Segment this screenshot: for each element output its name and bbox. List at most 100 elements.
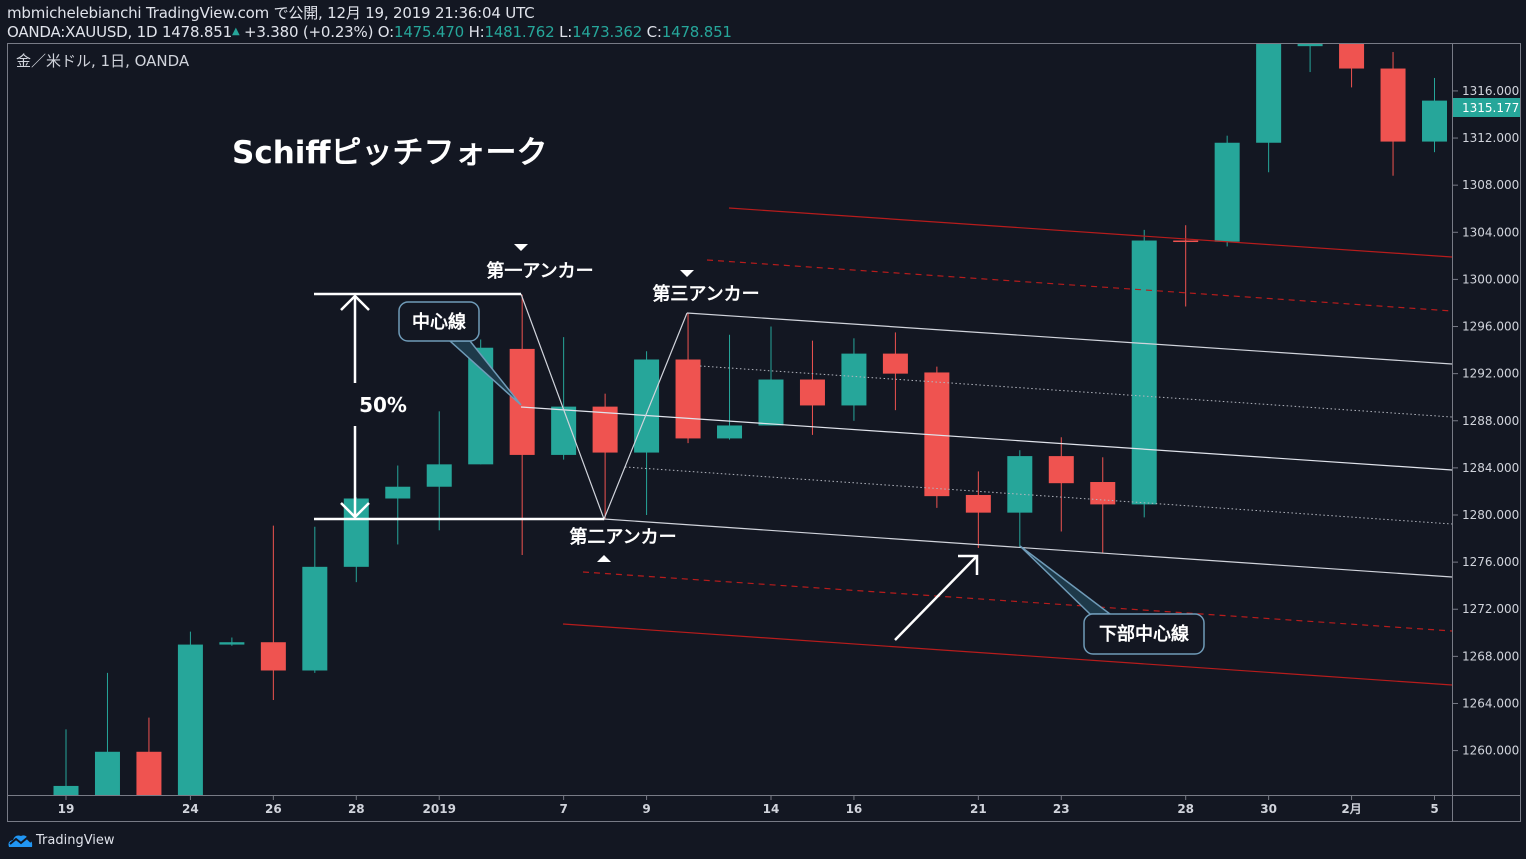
candle-body	[219, 642, 245, 645]
price-tick-label: 1280.000	[1462, 508, 1519, 522]
candle-body	[177, 644, 203, 795]
percent-label: 50%	[359, 393, 407, 417]
time-tick-label: 7	[559, 802, 567, 816]
candle	[219, 637, 245, 646]
candle-body	[385, 486, 411, 499]
candle-body	[260, 642, 286, 671]
candle-body	[592, 406, 618, 453]
candle	[136, 717, 162, 795]
price-axis[interactable]: 1260.000 1264.000 1268.000 1272.000 1276.000…	[1453, 84, 1519, 758]
open-label: O:	[377, 23, 394, 41]
candle	[1048, 437, 1074, 532]
candle	[94, 672, 120, 795]
median-callout-text: 中心線	[412, 311, 466, 333]
lower-callout-text: 下部中心線	[1099, 623, 1189, 645]
candle-body	[426, 464, 452, 487]
time-tick-label: 23	[1053, 802, 1070, 816]
candle	[260, 525, 286, 700]
candle-body	[675, 359, 701, 439]
candle-body	[551, 406, 577, 455]
candle-body	[1339, 44, 1365, 69]
candle-body	[717, 425, 743, 439]
time-tick-label: 28	[1177, 802, 1194, 816]
close-label: C:	[646, 23, 662, 41]
candles	[53, 44, 1448, 795]
upper-parallel-line	[686, 312, 1452, 365]
time-axis[interactable]: 19 24 26 28 2019 7 9 14 16 21 23 28 30 2月 5	[58, 796, 1439, 816]
upper-dotted-line	[699, 365, 1452, 418]
candle-body	[634, 359, 660, 453]
price-tick-label: 1304.000	[1462, 225, 1519, 239]
lower-parallel-line	[603, 518, 1452, 578]
symbol: OANDA:XAUUSD, 1D	[7, 23, 158, 41]
price-tick-label: 1276.000	[1462, 555, 1519, 569]
candle	[385, 465, 411, 545]
high-value: 1481.762	[484, 23, 555, 41]
chart-frame	[7, 43, 1521, 822]
current-price-label: 1315.177	[1453, 98, 1520, 117]
candle-body	[1048, 456, 1074, 484]
price-change: +3.380 (+0.23%)	[244, 23, 374, 41]
anchor1-label: 第一アンカー	[486, 260, 593, 282]
lower-outer-line	[562, 623, 1452, 686]
candle	[1339, 44, 1365, 88]
candle	[1256, 44, 1282, 173]
price-tick-label: 1316.000	[1462, 84, 1519, 98]
candle-body	[53, 785, 79, 795]
time-tick-label: 19	[58, 802, 75, 816]
vertical-measure-arrow	[340, 294, 370, 519]
candle	[965, 471, 991, 548]
candle-body	[1380, 68, 1406, 142]
anchor2-marker-icon	[597, 555, 611, 562]
candle	[1131, 229, 1157, 518]
candle-body	[509, 348, 535, 455]
price-tick-label: 1296.000	[1462, 320, 1519, 334]
time-tick-label: 21	[970, 802, 987, 816]
tradingview-logo[interactable]: TradingView	[7, 832, 115, 848]
price-tick-label: 1268.000	[1462, 649, 1519, 663]
candle-body	[799, 379, 825, 406]
candle-body	[1214, 142, 1240, 242]
candle	[177, 631, 203, 795]
tradingview-cloud-icon	[8, 835, 33, 847]
time-tick-label: 5	[1430, 802, 1438, 816]
candle	[509, 294, 535, 556]
median-callout: 中心線	[398, 301, 522, 406]
current-price-text: 1315.177	[1462, 101, 1519, 115]
anchor3-label: 第三アンカー	[652, 283, 759, 305]
price-tick-label: 1292.000	[1462, 367, 1519, 381]
low-value: 1473.362	[572, 23, 643, 41]
candle	[799, 340, 825, 435]
upper-dashed-line	[706, 259, 1452, 312]
price-tick-label: 1272.000	[1462, 602, 1519, 616]
price-tick-label: 1260.000	[1462, 744, 1519, 758]
candle	[1007, 450, 1033, 548]
candle	[53, 729, 79, 795]
time-tick-label: 2019	[423, 802, 456, 816]
candle-body	[1007, 456, 1033, 513]
candle	[1297, 44, 1323, 73]
candle	[1422, 77, 1448, 153]
price-tick-label: 1264.000	[1462, 696, 1519, 710]
candle	[1090, 457, 1116, 553]
anchor2-label: 第二アンカー	[569, 526, 676, 548]
candle-body	[882, 353, 908, 374]
price-tick-label: 1312.000	[1462, 131, 1519, 145]
price-tick-label: 1300.000	[1462, 272, 1519, 286]
candle	[1380, 52, 1406, 176]
candle	[758, 326, 784, 426]
time-tick-label: 30	[1260, 802, 1277, 816]
time-tick-label: 26	[265, 802, 282, 816]
drawing-title: Schiffピッチフォーク	[232, 135, 548, 171]
publish-info: mbmichelebianchi TradingView.com で公開, 12…	[7, 4, 535, 22]
candle-body	[1422, 100, 1448, 142]
chart-legend: 金／米ドル, 1日, OANDA	[16, 52, 190, 70]
ohlc-line: OANDA:XAUUSD, 1D 1478.851▲ +3.380 (+0.23…	[7, 23, 732, 41]
pitchfork-drawing[interactable]: 中心線 下部中心線 Schiffピッチフォーク 第一アンカー 第三アンカー 第二…	[232, 135, 1452, 686]
candle-body	[136, 751, 162, 795]
upper-outer-line	[728, 207, 1452, 258]
time-tick-label: 2月	[1341, 802, 1361, 816]
candle	[426, 411, 452, 531]
up-triangle-icon: ▲	[231, 26, 240, 37]
